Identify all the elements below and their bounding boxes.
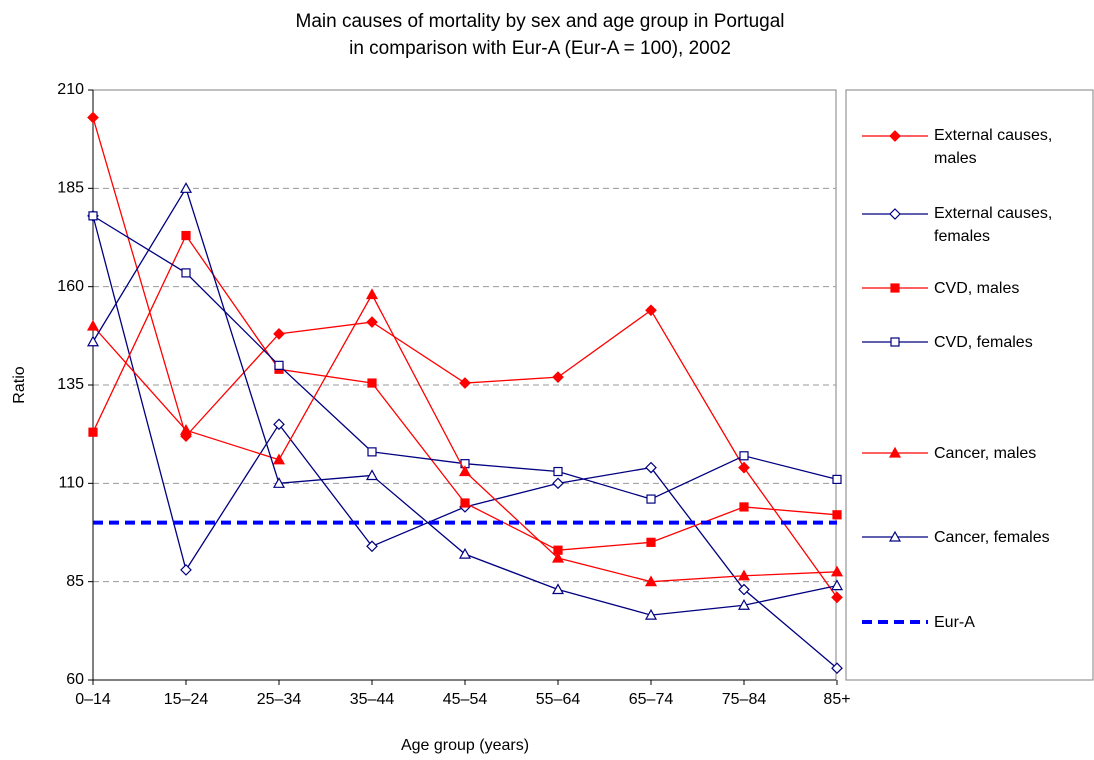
legend-marker — [888, 446, 902, 458]
legend-label: Eur-A — [934, 613, 975, 631]
series-line — [92, 215, 838, 500]
x-axis-label: Age group (years) — [401, 737, 529, 754]
legend-marker — [889, 130, 901, 142]
marker — [365, 469, 379, 481]
marker — [367, 378, 377, 388]
x-tick-label: 55–64 — [536, 691, 581, 708]
chart-title: Main causes of mortality by sex and age … — [296, 11, 785, 32]
marker — [739, 502, 749, 512]
marker — [274, 360, 284, 370]
x-tick-label: 35–44 — [350, 691, 395, 708]
x-tick-label: 25–34 — [257, 691, 302, 708]
legend-marker — [890, 283, 900, 293]
marker — [86, 319, 100, 331]
marker — [272, 477, 286, 488]
marker — [366, 540, 378, 553]
x-tick-label: 65–74 — [629, 691, 674, 708]
marker — [553, 466, 563, 477]
legend-label: External causes, males — [934, 127, 1053, 167]
x-tick-label: 15–24 — [164, 691, 209, 708]
marker — [180, 564, 192, 576]
marker — [552, 477, 564, 490]
marker — [366, 316, 378, 328]
legend-marker — [888, 530, 902, 542]
legend-box — [845, 89, 1094, 681]
marker — [646, 494, 656, 504]
marker — [830, 579, 844, 591]
marker — [832, 510, 842, 520]
y-tick-label: 160 — [57, 278, 84, 295]
marker — [365, 288, 379, 300]
marker — [181, 230, 191, 241]
marker — [458, 547, 472, 559]
marker — [831, 662, 843, 675]
y-tick-label: 110 — [58, 475, 84, 492]
marker — [273, 328, 285, 340]
marker — [646, 537, 656, 547]
y-tick-label: 85 — [66, 573, 84, 590]
marker — [88, 211, 98, 221]
marker — [551, 583, 565, 595]
legend-label: External causes, females — [934, 205, 1053, 245]
marker — [181, 268, 191, 278]
legend-label: CVD, females — [934, 333, 1033, 351]
marker — [273, 418, 285, 431]
y-axis-label: Ratio — [11, 366, 28, 403]
marker — [87, 111, 99, 124]
marker — [272, 453, 286, 465]
marker — [737, 569, 751, 581]
marker — [645, 304, 657, 317]
y-tick-label: 185 — [57, 180, 84, 197]
marker — [86, 335, 100, 347]
marker — [832, 474, 842, 484]
marker — [179, 182, 193, 193]
y-tick-label: 210 — [57, 81, 84, 98]
x-tick-label: 0–14 — [75, 691, 111, 708]
marker — [367, 447, 377, 457]
marker — [551, 551, 565, 563]
marker — [738, 461, 750, 474]
x-tick-label: 75–84 — [722, 691, 767, 708]
marker — [738, 583, 750, 596]
marker — [459, 377, 471, 389]
marker — [739, 451, 749, 461]
legend-marker — [890, 337, 900, 347]
marker — [552, 371, 564, 383]
series-line — [92, 215, 838, 669]
legend-label: CVD, males — [934, 279, 1020, 297]
marker — [737, 599, 751, 610]
marker — [179, 423, 193, 435]
marker — [460, 498, 470, 508]
legend-label: Cancer, males — [934, 444, 1037, 462]
y-tick-label: 135 — [57, 376, 84, 393]
x-tick-label: 85+ — [823, 691, 850, 708]
series-line — [92, 117, 838, 598]
marker — [831, 591, 843, 604]
y-tick-label: 60 — [66, 671, 84, 688]
legend-marker — [889, 208, 901, 220]
marker — [644, 608, 658, 620]
x-tick-label: 45–54 — [443, 691, 488, 708]
series-line — [92, 293, 838, 583]
chart-subtitle: in comparison with Eur-A (Eur-A = 100), … — [349, 38, 731, 59]
legend-label: Cancer, females — [934, 528, 1050, 546]
marker — [645, 461, 657, 474]
marker — [88, 427, 98, 437]
marker — [644, 575, 658, 587]
marker — [830, 565, 844, 577]
marker — [458, 465, 472, 477]
